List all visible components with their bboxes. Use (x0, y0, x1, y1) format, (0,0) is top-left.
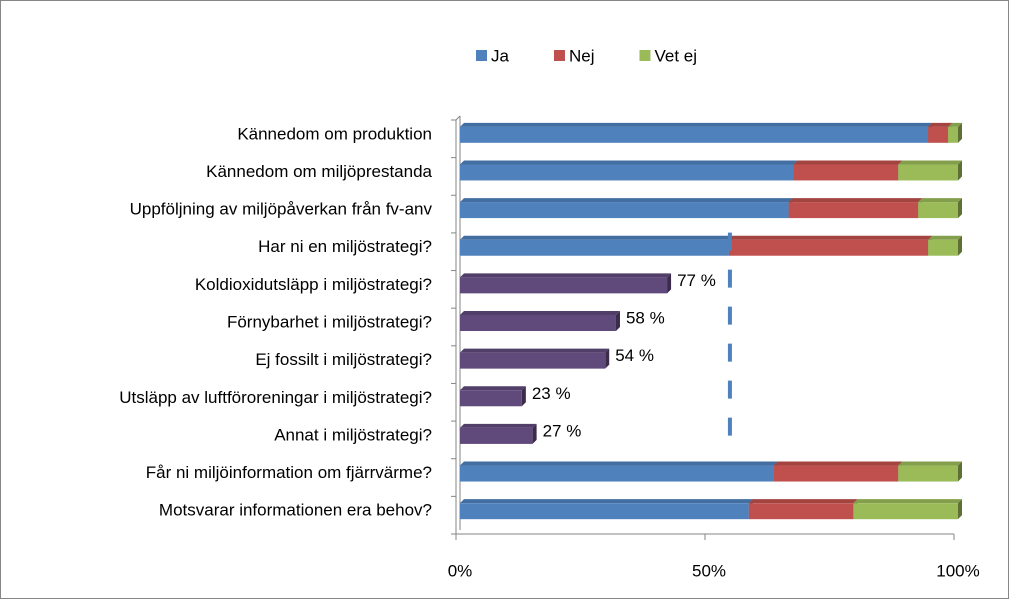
bar (460, 465, 774, 482)
bar-top (460, 461, 778, 466)
x-tick-label: 50% (692, 561, 726, 580)
bar-top (728, 235, 933, 240)
bar-top (460, 423, 537, 428)
value-label: 27 % (543, 421, 582, 440)
category-label: Annat i miljöstrategi? (274, 425, 432, 444)
legend-label: Vet ej (654, 46, 697, 65)
category-label: Uppföljning av miljöpåverkan från fv-anv (130, 200, 433, 219)
bar (928, 239, 958, 256)
legend-swatch (553, 50, 565, 61)
bar (460, 277, 668, 294)
bar (748, 503, 854, 520)
bar-top (898, 160, 962, 165)
bar (773, 465, 899, 482)
bar (460, 202, 789, 219)
bar (460, 126, 929, 143)
bar (898, 164, 958, 181)
bar-top (918, 198, 962, 203)
bar-top (460, 235, 733, 240)
bar-side (958, 499, 962, 520)
legend-label: Ja (491, 46, 510, 65)
category-label: Motsvarar informationen era behov? (159, 501, 432, 520)
value-label: 54 % (615, 346, 654, 365)
bar-top (898, 461, 962, 466)
bar (460, 503, 749, 520)
category-label: Får ni miljöinformation om fjärrvärme? (146, 463, 432, 482)
x-tick-label: 100% (936, 561, 979, 580)
bar-top (793, 160, 903, 165)
bar (793, 164, 899, 181)
bar-side (958, 461, 962, 482)
bar (853, 503, 958, 520)
bar-side (958, 235, 962, 256)
category-label: Koldioxidutsläpp i miljöstrategi? (195, 275, 432, 294)
bar (788, 202, 919, 219)
category-label: Har ni en miljöstrategi? (258, 237, 432, 256)
bar-top (460, 160, 798, 165)
bar-side (958, 122, 962, 143)
bar-top (460, 386, 526, 391)
bar-side (605, 348, 610, 369)
bar (728, 239, 929, 256)
bar-side (667, 273, 672, 294)
category-label: Utsläpp av luftföroreningar i miljöstrat… (119, 388, 432, 407)
bar-top (460, 122, 933, 127)
value-label: 58 % (626, 308, 665, 327)
value-label: 77 % (677, 271, 716, 290)
bar (460, 390, 522, 407)
bar (948, 126, 958, 143)
bar-top (460, 198, 793, 203)
bar-top (460, 311, 620, 315)
bar-top (460, 499, 753, 504)
bar (898, 465, 958, 482)
bar (460, 315, 616, 331)
bar (918, 202, 958, 219)
category-label: Kännedom om miljöprestanda (206, 162, 432, 181)
bar-top (748, 499, 858, 504)
bar (928, 126, 949, 143)
bar-top (928, 235, 962, 240)
bar (460, 164, 794, 181)
bar-side (521, 386, 526, 407)
bar-top (928, 122, 953, 127)
bar-top (460, 273, 672, 278)
category-label: Kännedom om produktion (237, 124, 432, 143)
bar (460, 352, 606, 369)
bar-side (532, 423, 537, 444)
category-label: Ej fossilt i miljöstrategi? (255, 350, 432, 369)
bar (460, 427, 533, 444)
bar-side (615, 311, 620, 331)
bar-top (853, 499, 962, 504)
bar-top (948, 122, 962, 127)
bar-top (460, 348, 610, 353)
legend-label: Nej (569, 46, 595, 65)
bar (460, 239, 729, 256)
value-label: 23 % (532, 384, 571, 403)
bar-top (788, 198, 923, 203)
bar-side (958, 198, 962, 219)
category-label: Förnybarhet i miljöstrategi? (227, 312, 432, 331)
bar-top (773, 461, 903, 466)
legend-swatch (639, 50, 651, 61)
x-tick-label: 0% (448, 561, 473, 580)
bar-side (958, 160, 962, 181)
legend-swatch (476, 50, 487, 61)
